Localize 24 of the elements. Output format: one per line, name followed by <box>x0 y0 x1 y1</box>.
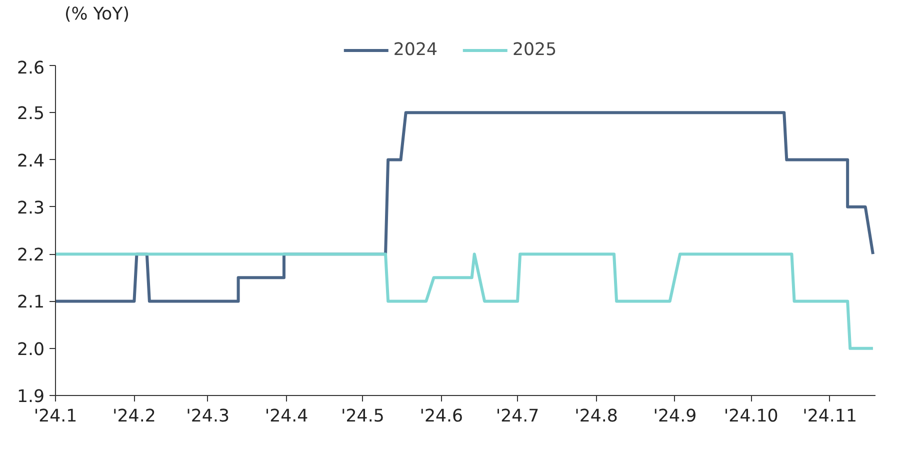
y-tick-label: 1.9 <box>16 387 45 407</box>
y-tick-label: 2.5 <box>16 104 45 124</box>
x-tick-label: '24.9 <box>653 406 697 426</box>
legend-label: 2025 <box>512 40 557 60</box>
y-tick-label: 2.2 <box>16 246 45 266</box>
y-tick-label: 2.6 <box>16 58 45 78</box>
y-tick-label: 2.0 <box>16 340 45 360</box>
x-tick-label: '24.6 <box>420 406 464 426</box>
line-series <box>56 111 874 303</box>
y-tick-label: 2.3 <box>16 198 45 218</box>
y-axis-title: (% YoY) <box>64 4 130 24</box>
x-tick-label: '24.5 <box>341 406 384 426</box>
x-tick-label: '24.11 <box>802 406 857 426</box>
x-tick-label: '24.10 <box>724 406 778 426</box>
line-series <box>56 252 874 350</box>
x-tick-label: '24.4 <box>264 406 308 426</box>
x-tick-label: '24.1 <box>34 406 78 426</box>
x-tick-label: '24.7 <box>496 406 540 426</box>
x-tick-label: '24.8 <box>574 406 618 426</box>
legend-label: 2024 <box>393 40 438 60</box>
y-tick-label: 2.4 <box>16 151 45 172</box>
x-tick-label: '24.2 <box>112 406 156 426</box>
y-tick-label: 2.1 <box>16 292 45 313</box>
x-tick-label: '24.3 <box>186 406 230 426</box>
